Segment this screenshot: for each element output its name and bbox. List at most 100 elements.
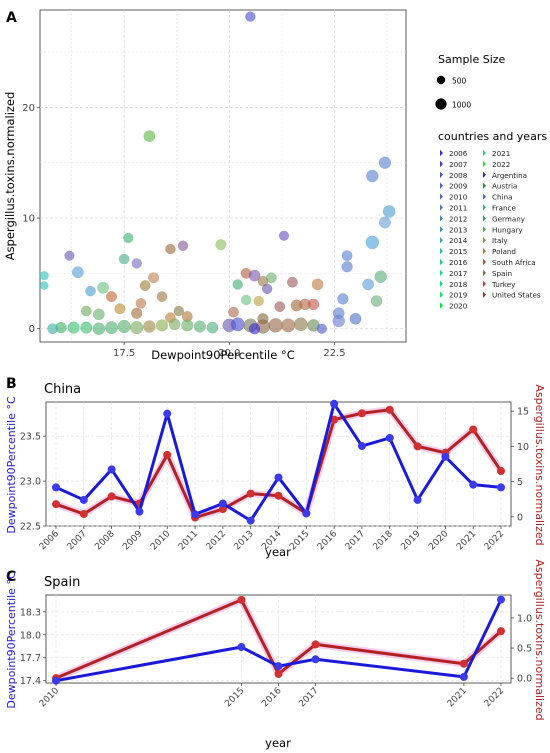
scatter-point xyxy=(80,305,92,317)
panel-b-left-series-point xyxy=(302,509,311,518)
panel-b-right-series-point xyxy=(357,409,366,418)
panel-c-right-series-point xyxy=(274,669,283,678)
scatter-point xyxy=(71,266,84,279)
panel-a-axes: 17.5 20.0 22.5 0 10 20 xyxy=(22,103,345,359)
legend-entry-label: 2010 xyxy=(449,193,468,202)
scatter-point xyxy=(85,285,96,297)
legend-key-icon xyxy=(440,237,443,244)
panel-b-ylabel-left: Dewpoint90Percentile °C xyxy=(5,396,18,534)
panel-b-right-series-point xyxy=(274,491,283,500)
scatter-point xyxy=(139,280,151,291)
panel-c-ytick-label-right: 0.5 xyxy=(517,644,532,655)
scatter-point xyxy=(230,317,245,332)
legend-entry-label: 2013 xyxy=(449,225,467,234)
country-year-legend-title: countries and years xyxy=(438,130,547,143)
panel-b-title: China xyxy=(44,382,81,397)
scatter-point xyxy=(130,320,144,335)
panel-b-ytick-label-left: 22.5 xyxy=(20,522,41,533)
panel-b-xtick-label: 2013 xyxy=(233,529,256,552)
panel-b-ytick-label-right: 5 xyxy=(517,477,523,488)
legend-entry-label: 2019 xyxy=(449,291,468,300)
scatter-point xyxy=(193,320,206,333)
scatter-point xyxy=(228,306,239,318)
legend-entry-label: Austria xyxy=(492,182,517,191)
scatter-point xyxy=(117,319,131,334)
scatter-point xyxy=(123,232,134,244)
panel-c-ytick-label-right: 0.0 xyxy=(517,674,532,685)
scatter-point xyxy=(181,319,194,332)
panel-b-left-series-point xyxy=(385,433,394,442)
scatter-point xyxy=(206,321,219,334)
legend-key-icon xyxy=(440,291,443,298)
legend-entry-label: United States xyxy=(492,291,541,300)
legend-key-icon xyxy=(483,237,486,244)
legend-entry-label: Germany xyxy=(492,214,526,223)
legend-entry-label: China xyxy=(492,193,513,202)
panel-c-ytick-label-right: 1.0 xyxy=(517,613,532,624)
panel-b-xtick-label: 2007 xyxy=(66,529,89,552)
panel-a-ytick-label: 0 xyxy=(29,324,35,335)
panel-b-xtick-label: 2017 xyxy=(344,529,367,552)
legend-key-icon xyxy=(440,269,443,277)
legend-entry-label: 2012 xyxy=(449,214,467,223)
legend-key-icon xyxy=(440,160,443,168)
scatter-point xyxy=(378,156,392,169)
panel-b-xtick-label: 2006 xyxy=(38,529,61,552)
panel-b-xtick-label: 2008 xyxy=(93,529,116,552)
legend-entry-label: 2011 xyxy=(449,204,467,213)
panel-c-right-series-point xyxy=(497,627,505,636)
scatter-point xyxy=(135,297,147,309)
scatter-point xyxy=(39,281,49,290)
panel-b-xtick-label: 2012 xyxy=(205,529,228,552)
scatter-point xyxy=(118,253,130,265)
panel-b-left-series-point xyxy=(497,483,505,492)
scatter-point xyxy=(156,291,168,303)
legend-key-icon xyxy=(440,247,443,255)
panel-c-ytick-label-left: 18.3 xyxy=(20,607,41,618)
panel-b-xtick-label: 2022 xyxy=(483,529,506,552)
panel-b-xtick-label: 2016 xyxy=(316,529,339,552)
panel-b-xlabel: year xyxy=(265,545,291,559)
legend-entry-label: 2006 xyxy=(449,149,468,158)
legend-key-icon xyxy=(483,204,486,211)
scatter-point xyxy=(92,322,106,335)
panel-b-right-series-point xyxy=(385,405,394,414)
panel-a-points xyxy=(39,11,396,335)
panel-c-title: Spain xyxy=(44,575,80,590)
size-legend-marker-1000 xyxy=(435,98,447,110)
panel-c-left-series-point xyxy=(497,595,505,604)
legend-entry-label: Italy xyxy=(492,236,508,245)
panel-b-left-series-point xyxy=(413,495,422,504)
scatter-point xyxy=(215,239,227,251)
legend-key-icon xyxy=(483,193,486,200)
panel-c-right-series-point xyxy=(311,640,320,649)
panel-b-ytick-label-left: 23.5 xyxy=(20,432,41,443)
panel-b-xtick-label: 2021 xyxy=(455,529,478,552)
panel-b-left-series-point xyxy=(330,399,339,408)
legend-key-icon xyxy=(483,160,486,168)
panel-b-xtick-label: 2015 xyxy=(288,529,311,552)
panel-c-right-series-point xyxy=(459,659,468,668)
panel-c-xtick-label: 2015 xyxy=(223,686,246,709)
scatter-point xyxy=(177,240,189,251)
panel-c-tag: C xyxy=(6,569,16,585)
panel-c-xtick-label: 2016 xyxy=(260,686,283,709)
panel-b-left-series-point xyxy=(469,480,478,489)
scatter-point xyxy=(131,258,142,269)
scatter-point xyxy=(148,272,160,284)
legend-entry-label: Spain xyxy=(492,269,512,278)
size-legend-marker-500 xyxy=(436,75,446,85)
legend-key-icon xyxy=(440,182,443,189)
legend-key-icon xyxy=(440,215,443,222)
scatter-point xyxy=(143,320,156,333)
panel-c-ytick-label-left: 17.7 xyxy=(20,653,41,664)
country-year-legend: countries and years 2006 2007 2008 2009 2010… xyxy=(438,130,547,311)
scatter-point xyxy=(64,250,75,261)
panel-a-ylabel: Aspergillus.toxins.normalized xyxy=(3,92,17,261)
scatter-point xyxy=(294,317,308,332)
scatter-point xyxy=(245,11,256,22)
scatter-point xyxy=(316,323,327,334)
scatter-point xyxy=(39,271,49,281)
